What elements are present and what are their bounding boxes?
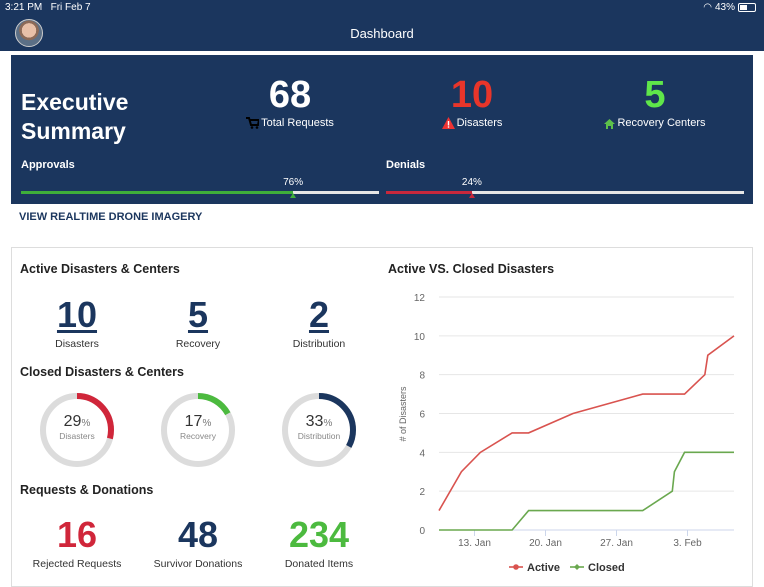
donut-ring [40, 393, 114, 467]
wifi-icon: ◠ [703, 2, 712, 13]
house-icon [604, 119, 616, 129]
y-tick-label: 0 [419, 526, 425, 537]
top-bar: 3:21 PM Fri Feb 7 ◠ 43% Dashboard [0, 0, 764, 51]
donut-distribution: 33% Distribution [280, 391, 358, 469]
approvals-label: Approvals [21, 159, 75, 171]
denials-label: Denials [386, 159, 426, 171]
denials-percent: 24% [461, 177, 482, 188]
y-tick-label: 8 [419, 371, 425, 382]
status-time: 3:21 PM Fri Feb 7 [5, 2, 91, 13]
approvals-percent: 76% [283, 177, 304, 188]
approvals-progress: 76% [21, 177, 379, 203]
denials-fill [386, 191, 472, 194]
rejected-requests: 16 Rejected Requests [32, 514, 122, 571]
stat-recovery-centers: 5 Recovery Centers [570, 73, 740, 129]
stat-total-requests: 68 Total Requests [205, 73, 375, 129]
y-tick-label: 4 [419, 448, 425, 459]
y-tick-label: 2 [419, 487, 425, 498]
view-drone-imagery-link[interactable]: VIEW REALTIME DRONE IMAGERY [19, 211, 203, 223]
y-tick-label: 12 [414, 293, 426, 304]
legend-marker [574, 564, 580, 570]
donut-disasters: 29% Disasters [38, 391, 116, 469]
executive-summary-title: Executive Summary [21, 89, 129, 144]
chart-title: Active VS. Closed Disasters [388, 262, 555, 276]
donut-fill [40, 393, 114, 467]
requests-heading: Requests & Donations [20, 483, 154, 497]
donut-ring [161, 393, 235, 467]
donut-fill [282, 393, 356, 467]
x-tick-label: 13. Jan [458, 538, 491, 549]
avatar[interactable] [15, 19, 43, 47]
active-distribution[interactable]: 2 Distribution [292, 294, 346, 351]
warning-icon [441, 117, 455, 129]
series-line-closed [439, 451, 734, 531]
y-tick-label: 10 [414, 332, 426, 343]
denials-marker [468, 193, 475, 198]
closed-heading: Closed Disasters & Centers [20, 365, 184, 379]
legend-item-active: Active [527, 562, 560, 573]
series-line-active [438, 335, 735, 511]
cart-icon [246, 117, 260, 129]
battery-percent: 43% [714, 2, 735, 13]
survivor-donations: 48 Survivor Donations [153, 514, 243, 571]
donut-recovery: 17% Recovery [159, 391, 237, 469]
approvals-marker [290, 193, 297, 198]
legend-item-closed: Closed [588, 562, 625, 573]
denials-progress: 24% [386, 177, 744, 203]
y-axis-title: # of Disasters [398, 386, 408, 442]
approvals-fill [21, 191, 294, 194]
legend-marker [513, 564, 519, 570]
battery-icon [738, 3, 756, 12]
x-tick-label: 20. Jan [529, 538, 562, 549]
executive-summary-panel: Executive Summary 68 Total Requests 10 Di… [11, 55, 753, 204]
donut-ring [282, 393, 356, 467]
x-tick-label: 3. Feb [673, 538, 702, 549]
stat-disasters: 10 Disasters [387, 73, 557, 129]
status-indicators: ◠ 43% [703, 2, 756, 13]
active-disasters[interactable]: 10 Disasters [55, 294, 99, 351]
line-chart: 0 2 4 6 8 10 12 13. Jan 20. Jan 27. Jan 3. Feb # of… [398, 293, 735, 573]
y-tick-label: 6 [419, 410, 425, 421]
donated-items: 234 Donated Items [284, 514, 354, 571]
active-heading: Active Disasters & Centers [20, 262, 180, 276]
x-tick-label: 27. Jan [600, 538, 633, 549]
page-title: Dashboard [350, 26, 414, 41]
active-recovery[interactable]: 5 Recovery [175, 294, 221, 351]
donut-fill [161, 393, 235, 467]
